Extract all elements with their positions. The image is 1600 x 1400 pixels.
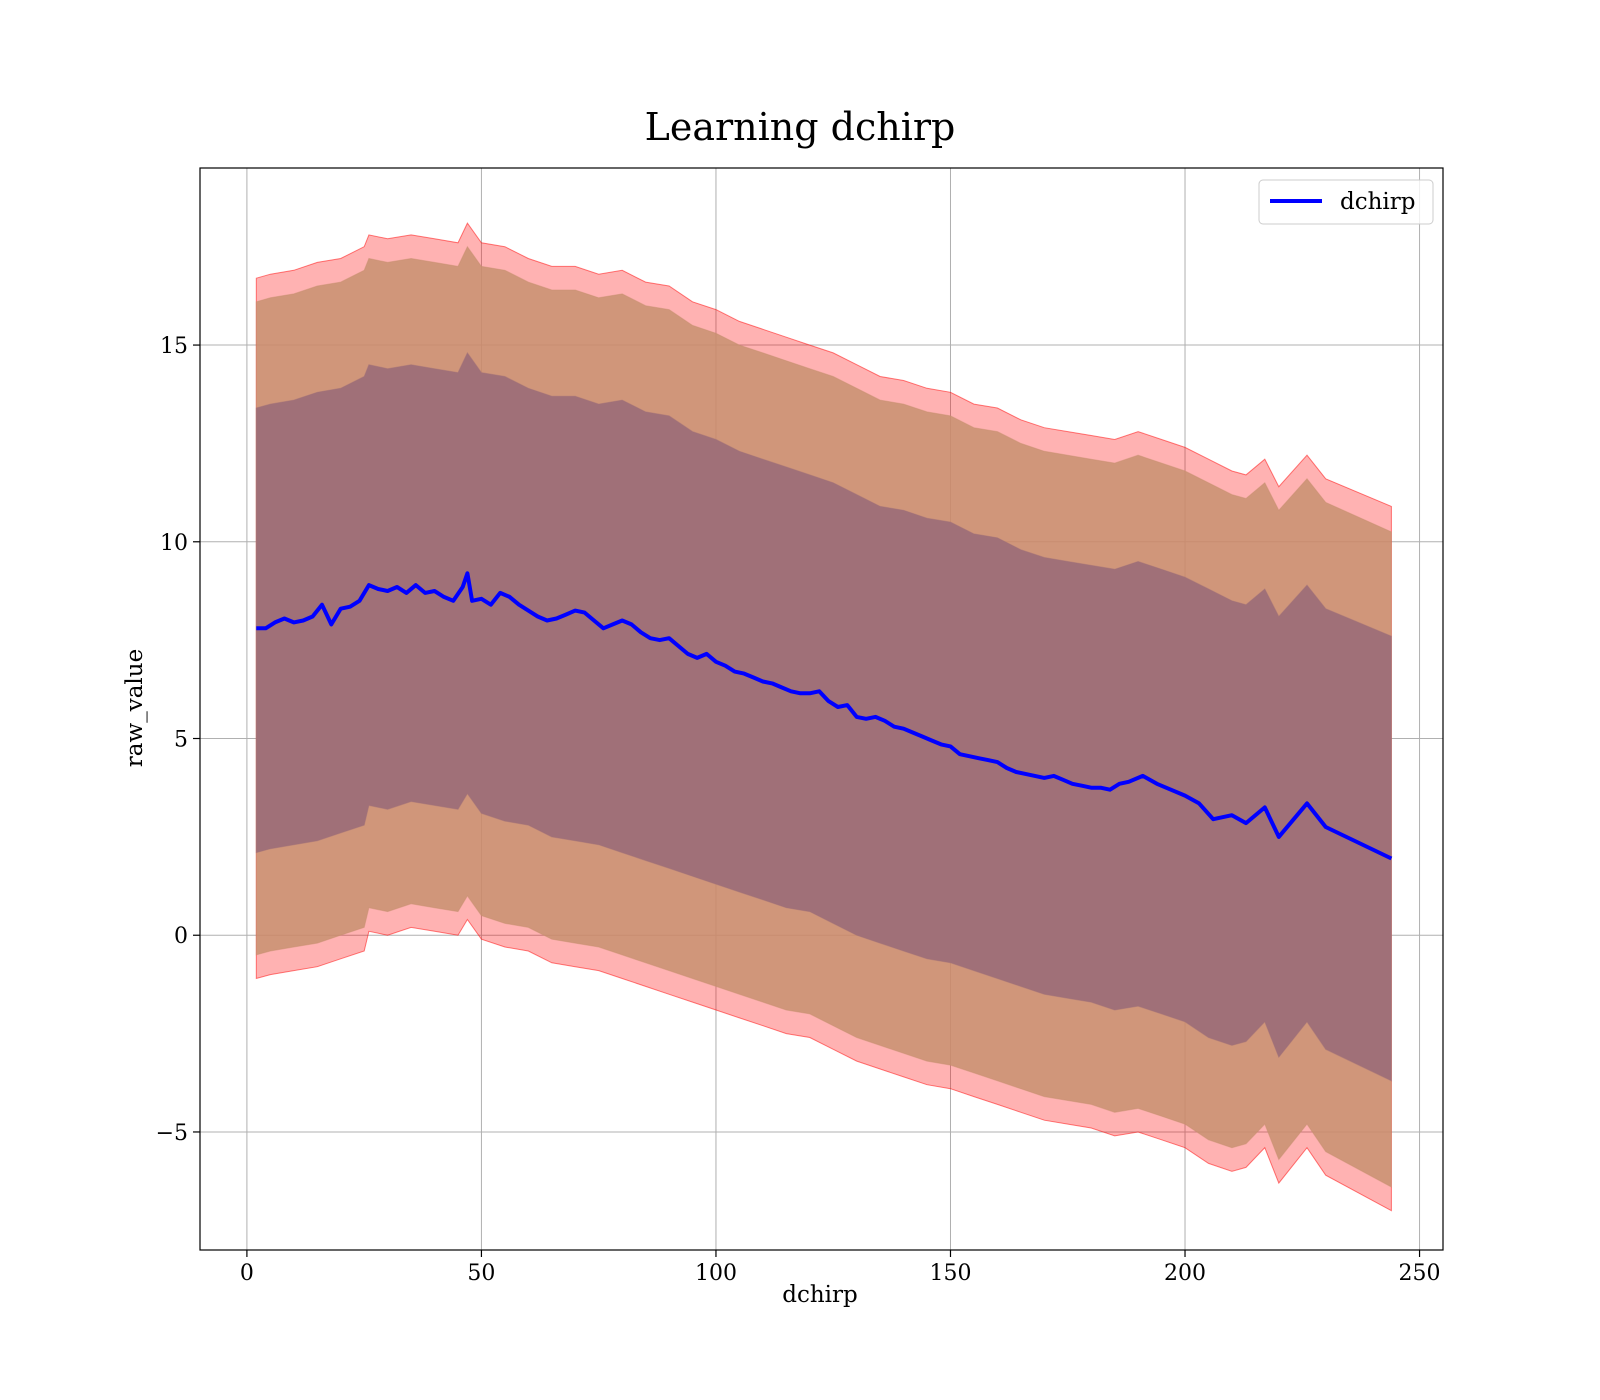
chart-title: Learning dchirp bbox=[645, 105, 956, 149]
legend-label: dchirp bbox=[1340, 189, 1416, 215]
confidence-bands bbox=[255, 222, 1392, 1212]
y-tick-label: 10 bbox=[160, 531, 188, 556]
series-line-dchirp bbox=[256, 571, 1393, 861]
y-tick-label: −5 bbox=[156, 1121, 188, 1146]
x-tick-label: 150 bbox=[929, 1261, 971, 1286]
y-tick-label: 5 bbox=[174, 728, 188, 753]
series-lines bbox=[256, 571, 1393, 861]
x-tick-label: 50 bbox=[467, 1261, 495, 1286]
band-inner bbox=[255, 351, 1392, 1082]
y-axis-label: raw_value bbox=[122, 649, 148, 767]
x-tick-label: 0 bbox=[240, 1261, 254, 1286]
x-tick-label: 250 bbox=[1399, 1261, 1441, 1286]
y-tick-label: 0 bbox=[174, 924, 188, 949]
legend-box bbox=[1258, 179, 1434, 225]
x-axis-label: dchirp bbox=[782, 1282, 858, 1308]
ticks: 0 50 100 150 200 250 −5 0 5 10 15 bbox=[156, 334, 1441, 1286]
legend: dchirp bbox=[1258, 179, 1434, 225]
y-tick-label: 15 bbox=[160, 334, 188, 359]
x-tick-label: 100 bbox=[695, 1261, 737, 1286]
x-tick-label: 200 bbox=[1164, 1261, 1206, 1286]
plot-frame bbox=[199, 167, 1444, 1251]
